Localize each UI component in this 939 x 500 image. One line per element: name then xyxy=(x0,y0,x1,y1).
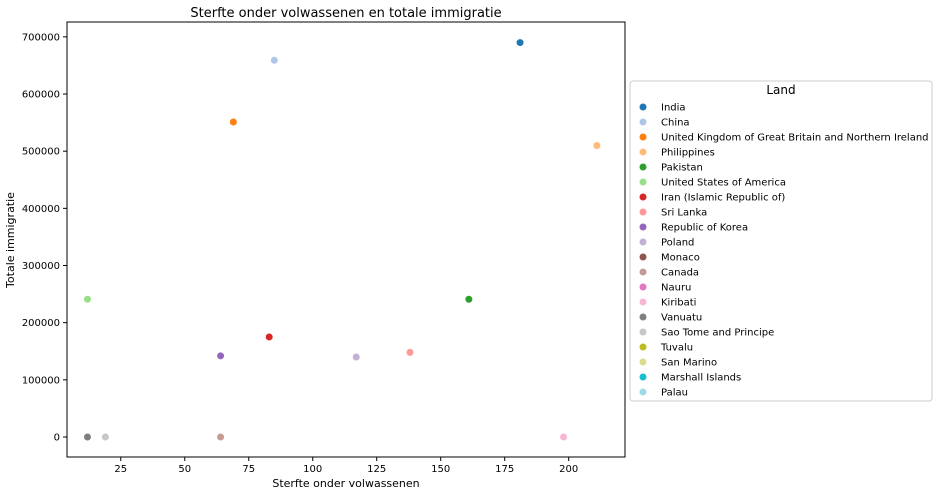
legend-marker xyxy=(639,193,647,201)
legend-label: Sri Lanka xyxy=(661,208,707,219)
y-tick-label: 0 xyxy=(54,432,60,443)
legend-label: Poland xyxy=(661,238,694,249)
legend-marker xyxy=(639,298,647,306)
legend-marker xyxy=(639,313,647,321)
legend-marker xyxy=(639,103,647,111)
legend-items: India China United Kingdom of Great Britai… xyxy=(639,103,929,399)
x-axis-ticks: 25 50 75 100 125 150 175 200 xyxy=(114,457,578,475)
x-axis-label: Sterfte onder volwassenen xyxy=(272,477,419,490)
x-tick-label: 125 xyxy=(367,464,386,475)
legend-marker xyxy=(639,223,647,231)
legend-label: Kiribati xyxy=(661,298,696,309)
legend-label: Republic of Korea xyxy=(661,223,748,234)
legend-marker xyxy=(639,388,647,396)
x-tick-label: 175 xyxy=(495,464,514,475)
legend: Land India China United Kingdom of Great B… xyxy=(629,80,933,402)
legend-marker xyxy=(639,118,647,126)
legend-label: Sao Tome and Principe xyxy=(661,328,774,339)
legend-label: Tuvalu xyxy=(660,343,693,354)
x-tick-label: 100 xyxy=(303,464,322,475)
legend-marker xyxy=(639,163,647,171)
legend-label: Nauru xyxy=(661,283,691,294)
data-point xyxy=(83,433,91,441)
y-tick-label: 500000 xyxy=(22,147,60,158)
y-tick-label: 400000 xyxy=(22,204,60,215)
x-tick-label: 200 xyxy=(559,464,578,475)
data-point xyxy=(217,352,225,360)
plot-area xyxy=(66,21,626,458)
legend-marker xyxy=(639,178,647,186)
data-points xyxy=(83,39,601,441)
legend-marker xyxy=(639,283,647,291)
legend-label: Marshall Islands xyxy=(661,373,741,384)
legend-marker xyxy=(639,148,647,156)
legend-marker xyxy=(639,358,647,366)
x-tick-label: 50 xyxy=(178,464,191,475)
data-point xyxy=(229,118,237,126)
legend-label: Monaco xyxy=(661,253,700,264)
y-tick-label: 600000 xyxy=(22,90,60,101)
legend-label: San Marino xyxy=(661,358,717,369)
legend-label: Canada xyxy=(661,268,699,279)
data-point xyxy=(406,348,414,356)
legend-marker xyxy=(639,373,647,381)
legend-label: United States of America xyxy=(661,178,786,189)
chart-title: Sterfte onder volwassenen en totale immi… xyxy=(190,6,501,21)
legend-marker xyxy=(639,208,647,216)
legend-marker xyxy=(639,238,647,246)
legend-label: India xyxy=(661,103,686,114)
legend-title: Land xyxy=(766,83,795,97)
y-tick-label: 200000 xyxy=(22,318,60,329)
y-tick-label: 100000 xyxy=(22,375,60,386)
legend-label: Philippines xyxy=(661,148,715,159)
data-point xyxy=(352,353,360,361)
legend-marker xyxy=(639,133,647,141)
legend-label: United Kingdom of Great Britain and Nort… xyxy=(661,133,929,144)
legend-label: Iran (Islamic Republic of) xyxy=(661,193,785,204)
data-point xyxy=(265,333,273,341)
legend-marker xyxy=(639,328,647,336)
data-point xyxy=(101,433,109,441)
data-point xyxy=(465,295,473,303)
legend-label: Palau xyxy=(661,388,688,399)
data-point xyxy=(83,295,91,303)
legend-box xyxy=(629,80,933,402)
data-point xyxy=(560,433,568,441)
legend-label: China xyxy=(661,118,690,129)
legend-label: Pakistan xyxy=(661,163,703,174)
data-point xyxy=(516,39,524,47)
y-tick-label: 300000 xyxy=(22,261,60,272)
x-tick-label: 75 xyxy=(242,464,255,475)
y-axis-label: Totale immigratie xyxy=(4,192,17,289)
x-tick-label: 25 xyxy=(114,464,127,475)
data-point xyxy=(270,56,278,64)
data-point xyxy=(593,141,601,149)
legend-marker xyxy=(639,268,647,276)
legend-marker xyxy=(639,343,647,351)
x-tick-label: 150 xyxy=(431,464,450,475)
y-tick-label: 700000 xyxy=(22,32,60,43)
legend-label: Vanuatu xyxy=(661,313,702,324)
y-axis-ticks: 0 100000 200000 300000 400000 500000 600000 700… xyxy=(22,32,67,443)
legend-marker xyxy=(639,253,647,261)
data-point xyxy=(217,433,225,441)
